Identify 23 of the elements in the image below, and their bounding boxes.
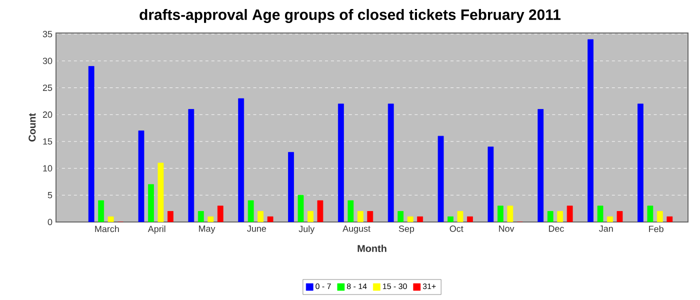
x-tick-label: July bbox=[298, 226, 315, 234]
x-tick-label: June bbox=[247, 226, 266, 232]
y-axis-title: Count bbox=[28, 113, 36, 142]
x-tick-label: Feb bbox=[649, 226, 664, 232]
y-tick-label: 0 bbox=[48, 218, 52, 226]
y-tick-label: 10 bbox=[43, 165, 52, 172]
x-tick-label: April bbox=[148, 226, 166, 234]
chart-title: drafts-approval Age groups of closed tickets February 2011 bbox=[140, 9, 561, 24]
y-tick-label: 25 bbox=[42, 84, 52, 91]
y-tick-label: 35 bbox=[42, 30, 52, 38]
y-tick-label: 5 bbox=[48, 192, 52, 198]
x-tick-label: Dec bbox=[548, 226, 564, 232]
x-tick-label: Jan bbox=[599, 226, 613, 232]
x-tick-label: Nov bbox=[499, 226, 514, 232]
x-tick-label: May bbox=[199, 226, 216, 234]
y-tick-label: 15 bbox=[43, 138, 52, 145]
x-tick-label: Sep bbox=[398, 226, 414, 234]
x-axis-title: Month bbox=[358, 244, 386, 252]
y-tick-label: 20 bbox=[42, 111, 52, 118]
y-tick-label: 30 bbox=[42, 58, 52, 64]
x-tick-label: Oct bbox=[450, 226, 464, 232]
x-tick-label: August bbox=[342, 226, 370, 234]
x-tick-label: March bbox=[95, 226, 119, 232]
